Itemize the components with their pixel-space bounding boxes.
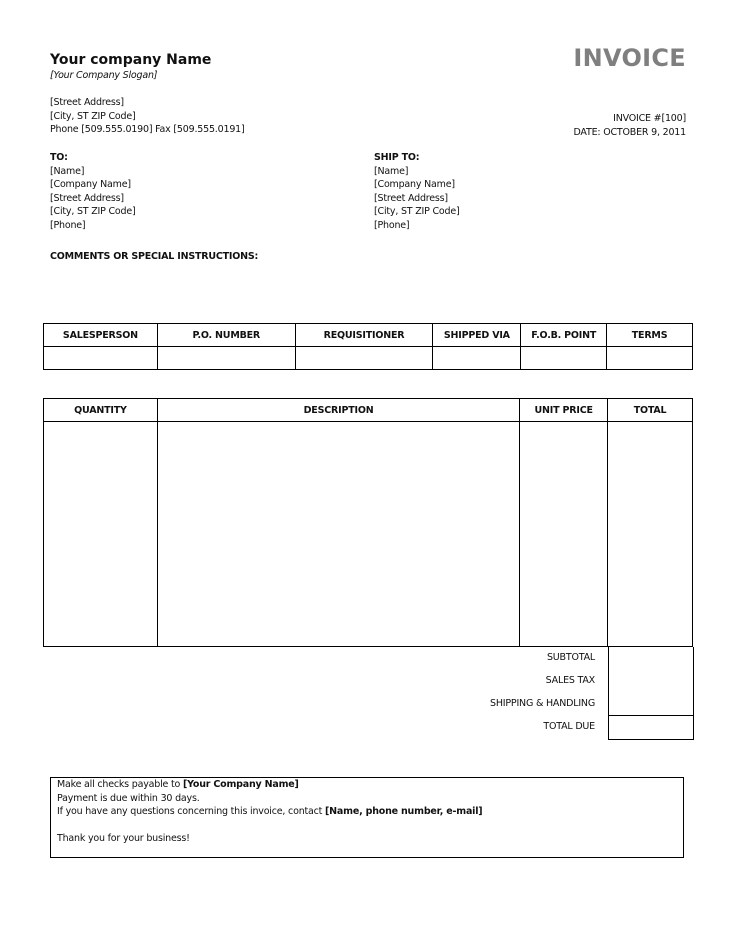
bill-to-label: TO: <box>50 152 68 163</box>
bill-to-phone: [Phone] <box>50 219 86 231</box>
questions-line: If you have any questions concerning thi… <box>57 805 677 819</box>
requisitioner-cell[interactable] <box>294 346 434 370</box>
questions-text: If you have any questions concerning thi… <box>57 806 326 818</box>
checks-payable-name: [Your Company Name] <box>182 779 299 790</box>
total-due-label: TOTAL DUE <box>543 721 595 732</box>
total-cell[interactable] <box>607 421 693 647</box>
payment-notes-box: Make all checks payable to [Your Company… <box>50 777 684 858</box>
company-street: [Street Address] <box>50 97 124 108</box>
company-city: [City, ST ZIP Code] <box>50 110 136 122</box>
description-cell[interactable] <box>156 421 521 647</box>
table-row <box>43 421 693 647</box>
company-slogan: [Your Company Slogan] <box>50 70 158 81</box>
header-fob-point: F.O.B. POINT <box>520 323 608 347</box>
comments-label: COMMENTS OR SPECIAL INSTRUCTIONS: <box>50 251 259 262</box>
ship-to-phone: [Phone] <box>374 219 410 231</box>
order-info-table: SALESPERSON P.O. NUMBER REQUISITIONER SH… <box>43 323 693 370</box>
shipped-via-cell[interactable] <box>432 346 522 370</box>
ship-to-label: SHIP TO: <box>374 152 420 163</box>
ship-to-name: [Name] <box>374 165 409 177</box>
header-terms: TERMS <box>606 323 693 347</box>
fob-point-cell[interactable] <box>520 346 608 370</box>
invoice-number: INVOICE #[100] <box>613 113 686 124</box>
ship-to-city: [City, ST ZIP Code] <box>374 206 460 218</box>
total-due-value-box[interactable] <box>608 715 694 740</box>
subtotals-value-box[interactable] <box>608 647 694 716</box>
header-total: TOTAL <box>607 398 693 422</box>
header-requisitioner: REQUISITIONER <box>294 323 434 347</box>
quantity-cell[interactable] <box>43 421 158 647</box>
sales-tax-label: SALES TAX <box>545 675 596 686</box>
shipping-label: SHIPPING & HANDLING <box>490 698 595 709</box>
invoice-meta: INVOICE #[100] DATE: OCTOBER 9, 2011 <box>573 112 686 139</box>
line-items-header-row: QUANTITY DESCRIPTION UNIT PRICE TOTAL <box>43 398 693 422</box>
header-description: DESCRIPTION <box>156 398 521 422</box>
order-info-header-row: SALESPERSON P.O. NUMBER REQUISITIONER SH… <box>43 323 693 347</box>
ship-to-street: [Street Address] <box>374 192 448 204</box>
header-quantity: QUANTITY <box>43 398 158 422</box>
spacer <box>57 819 677 833</box>
bill-to-company: [Company Name] <box>50 179 131 191</box>
unit-price-cell[interactable] <box>519 421 609 647</box>
company-phone-fax: Phone [509.555.0190] Fax [509.555.0191] <box>50 124 245 136</box>
header-salesperson: SALESPERSON <box>43 323 158 347</box>
bill-to-city: [City, ST ZIP Code] <box>50 206 136 218</box>
header-po-number: P.O. NUMBER <box>156 323 296 347</box>
checks-payable-line: Make all checks payable to [Your Company… <box>57 778 677 792</box>
table-row <box>43 346 693 370</box>
ship-to-block: SHIP TO: [Name] [Company Name] [Street A… <box>374 151 460 233</box>
ship-to-company: [Company Name] <box>374 179 455 191</box>
payment-terms-line: Payment is due within 30 days. <box>57 792 200 804</box>
line-items-table: QUANTITY DESCRIPTION UNIT PRICE TOTAL <box>43 398 693 647</box>
salesperson-cell[interactable] <box>43 346 158 370</box>
bill-to-block: TO: [Name] [Company Name] [Street Addres… <box>50 151 136 233</box>
checks-payable-text: Make all checks payable to <box>57 779 183 790</box>
header-shipped-via: SHIPPED VIA <box>432 323 522 347</box>
terms-cell[interactable] <box>606 346 693 370</box>
invoice-title: INVOICE <box>573 44 686 72</box>
header-unit-price: UNIT PRICE <box>519 398 609 422</box>
subtotal-label: SUBTOTAL <box>546 652 595 663</box>
thank-you-line: Thank you for your business! <box>57 833 190 845</box>
bill-to-street: [Street Address] <box>50 192 124 204</box>
questions-contact: [Name, phone number, e-mail] <box>325 806 483 818</box>
company-name: Your company Name <box>50 52 212 68</box>
invoice-date: DATE: OCTOBER 9, 2011 <box>573 126 686 138</box>
po-number-cell[interactable] <box>156 346 296 370</box>
bill-to-name: [Name] <box>50 165 85 177</box>
company-address: [Street Address] [City, ST ZIP Code] Pho… <box>50 96 245 137</box>
